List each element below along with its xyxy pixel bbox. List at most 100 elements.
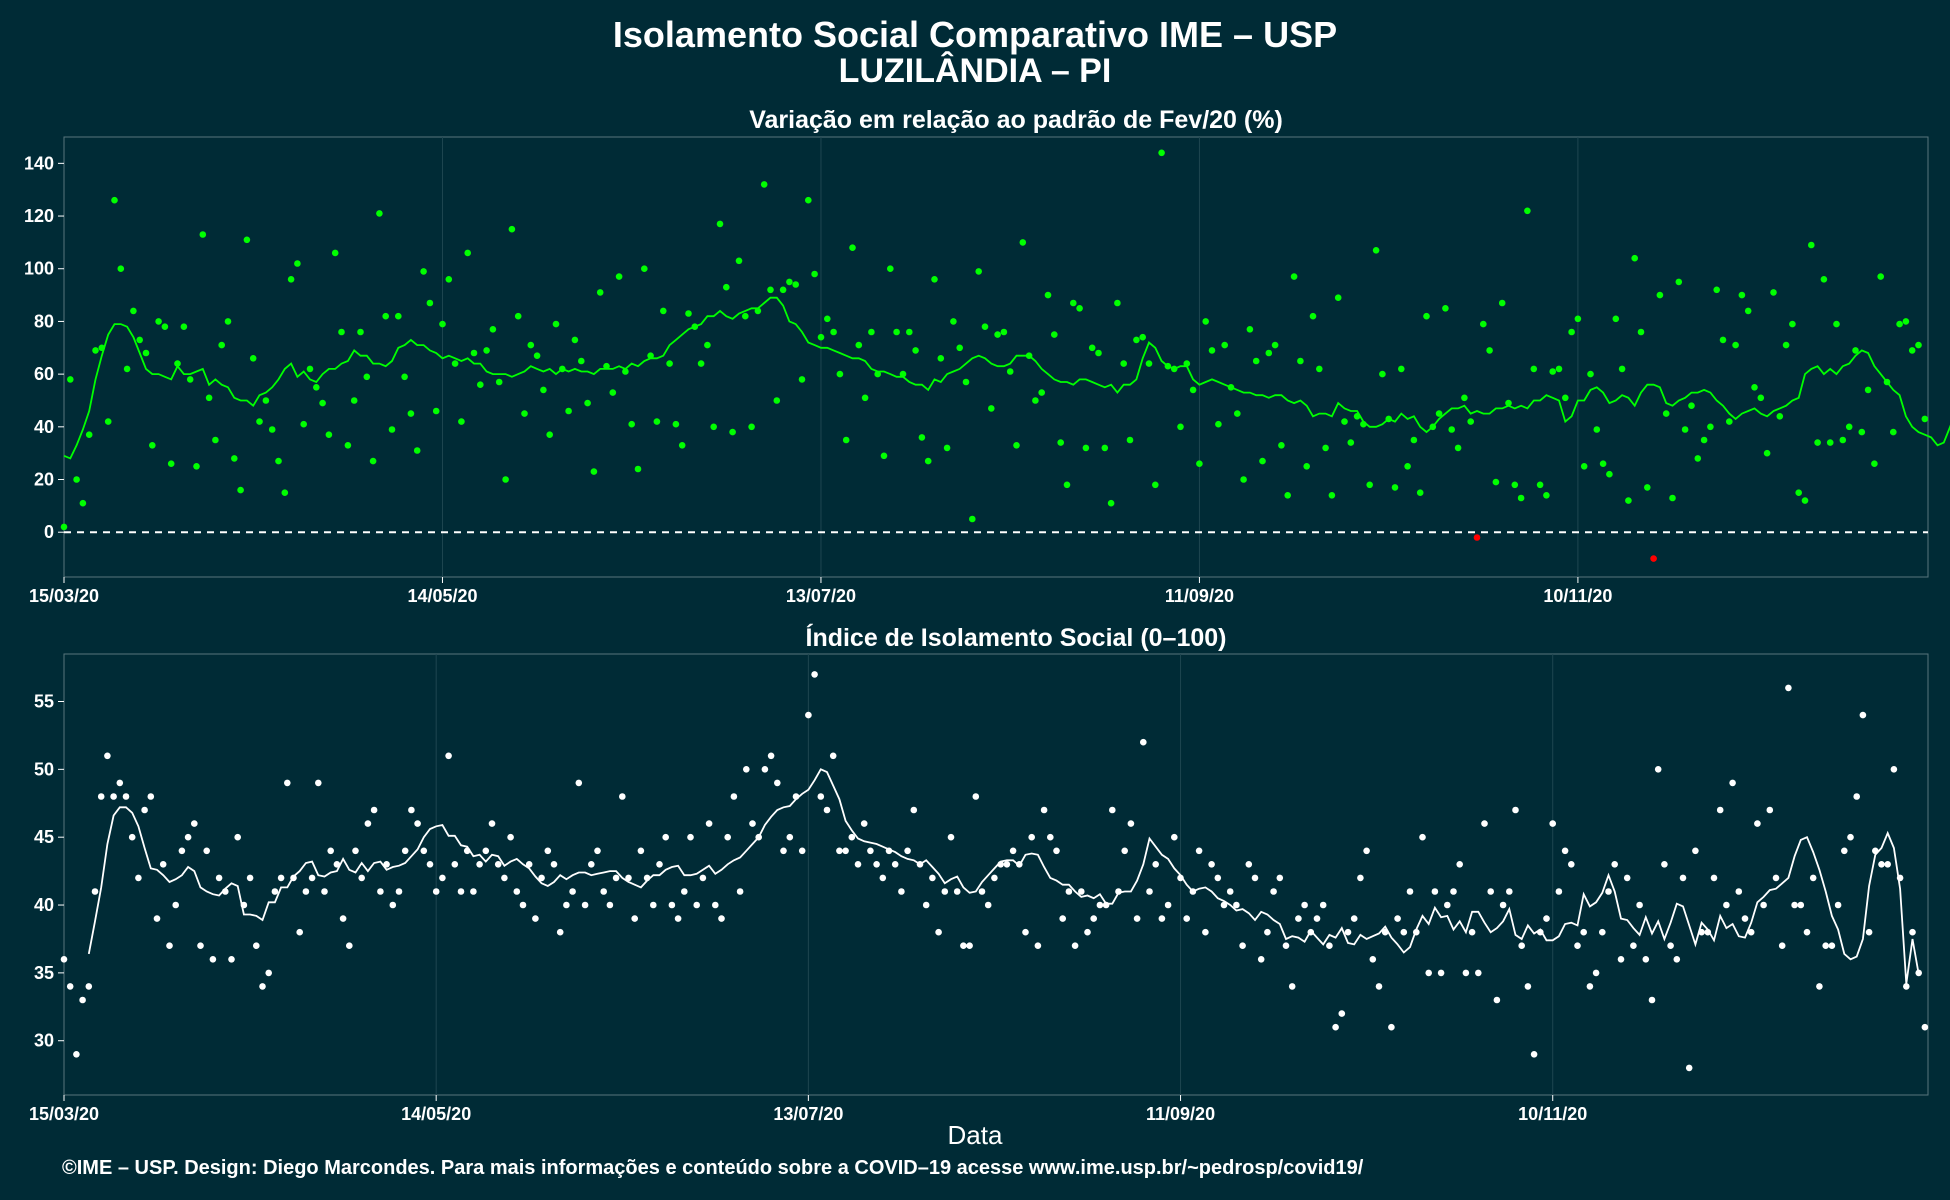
panel1-x-tick-label: 13/07/20 [786, 586, 856, 606]
panel1-data-point [363, 373, 371, 381]
panel1-data-point [325, 431, 333, 439]
panel2-data-point [501, 874, 508, 882]
panel2-data-point [1102, 901, 1110, 909]
panel2-data-point [1512, 806, 1519, 814]
panel2-data-point [1053, 847, 1060, 855]
panel1-data-point [1656, 291, 1664, 299]
panel1-data-point [931, 276, 938, 283]
panel1-data-point [628, 420, 635, 428]
panel1-data-point [1530, 365, 1538, 373]
panel1-data-point [205, 394, 213, 402]
panel2-data-point [1164, 901, 1172, 909]
panel1-data-point [1814, 439, 1821, 446]
panel2-data-point [1288, 983, 1296, 990]
panel1-data-point [552, 320, 560, 328]
panel1-data-point [1303, 463, 1310, 470]
panel1-data-point [1871, 460, 1878, 468]
panel2-data-point [346, 942, 353, 949]
panel2-data-point [1307, 928, 1315, 936]
panel2-data-point [1921, 1023, 1929, 1031]
panel1-data-point [729, 428, 736, 436]
panel1-data-point [1549, 368, 1556, 375]
panel1-data-point [1890, 428, 1897, 436]
panel1-data-point [912, 347, 919, 354]
panel1-data-point [350, 397, 358, 404]
panel1-data-point [1492, 478, 1500, 486]
panel1-data-point [1120, 360, 1127, 367]
panel1-data-point [1524, 207, 1531, 215]
panel1-x-tick-label: 10/11/20 [1543, 586, 1612, 606]
panel2-data-point [1785, 684, 1792, 692]
panel1-data-point [1511, 481, 1519, 489]
panel2-data-point [445, 752, 452, 760]
panel2-data-point [1555, 888, 1563, 895]
panel2-data-point [79, 996, 86, 1004]
panel1-data-point [1675, 278, 1683, 286]
panel1-data-point [1574, 315, 1582, 323]
panel1-data-point [1669, 494, 1676, 502]
panel1-data-point [1618, 365, 1626, 373]
panel2-data-point [898, 888, 905, 895]
panel2-data-point [141, 806, 148, 814]
panel2-data-point [699, 874, 707, 882]
panel2-data-point [1326, 942, 1333, 949]
panel2-data-point [1016, 861, 1023, 868]
panel2-data-point [581, 901, 589, 909]
panel1-data-point [1852, 347, 1859, 354]
panel1-data-point [975, 268, 982, 275]
panel1-data-point [186, 376, 194, 383]
panel1-data-point [861, 394, 869, 402]
panel1-x-tick-label: 11/09/20 [1165, 586, 1234, 606]
panel2-data-point [284, 779, 291, 787]
panel2-data-point [556, 928, 564, 936]
panel2-data-point [1084, 928, 1091, 936]
panel1-data-point [1006, 368, 1014, 375]
panel2-data-point [116, 779, 124, 787]
panel2-data-point [575, 779, 583, 787]
panel1-data-point [407, 410, 415, 417]
panel1-data-point [798, 376, 806, 383]
panel2-data-point [854, 861, 862, 868]
panel2-data-point [563, 901, 570, 909]
panel1-data-point [1398, 365, 1405, 373]
panel2-data-point [1617, 956, 1625, 963]
panel1-data-point [559, 365, 566, 373]
panel1-data-point [1858, 428, 1866, 436]
panel2-data-point [1133, 915, 1141, 922]
panel2-data-point [1909, 928, 1916, 936]
panel2-data-point [1729, 779, 1736, 787]
panel2-data-point [842, 847, 849, 855]
panel2-data-point [941, 888, 949, 895]
panel1-data-point [1751, 384, 1758, 391]
panel2-data-point [513, 888, 521, 895]
panel2-data-point [1735, 888, 1743, 895]
panel2-data-point [1047, 833, 1054, 841]
panel2-data-point [1251, 874, 1259, 882]
panel2-data-point [736, 888, 744, 895]
panel2-data-point [1568, 861, 1575, 868]
panel1-data-point [786, 278, 793, 286]
panel2-data-point [339, 915, 347, 922]
panel1-data-point [1057, 439, 1064, 446]
panel1-data-point [1372, 247, 1380, 254]
panel2-data-point [668, 901, 676, 909]
panel1-data-point [1070, 299, 1077, 307]
panel2-data-point [805, 711, 812, 719]
panel2-data-point [1338, 1010, 1346, 1017]
panel1-data-point [1662, 410, 1670, 417]
panel2-data-point [1586, 983, 1594, 990]
panel2-data-point [637, 847, 645, 855]
panel1-data-point [603, 362, 610, 370]
panel1-data-point [1297, 357, 1304, 365]
panel1-data-point [1644, 484, 1651, 491]
panel2-data-point [1270, 888, 1277, 895]
panel2-data-point [1530, 1051, 1538, 1058]
panel2-data-point [1121, 847, 1128, 855]
panel1-plot-frame [63, 136, 1929, 578]
panel1-data-point [1688, 402, 1695, 410]
panel1-data-point [697, 360, 705, 367]
panel2-data-point [197, 942, 204, 949]
panel2-data-point [1226, 888, 1234, 895]
panel2-data-point [730, 793, 738, 800]
panel1-data-point [1309, 312, 1317, 320]
